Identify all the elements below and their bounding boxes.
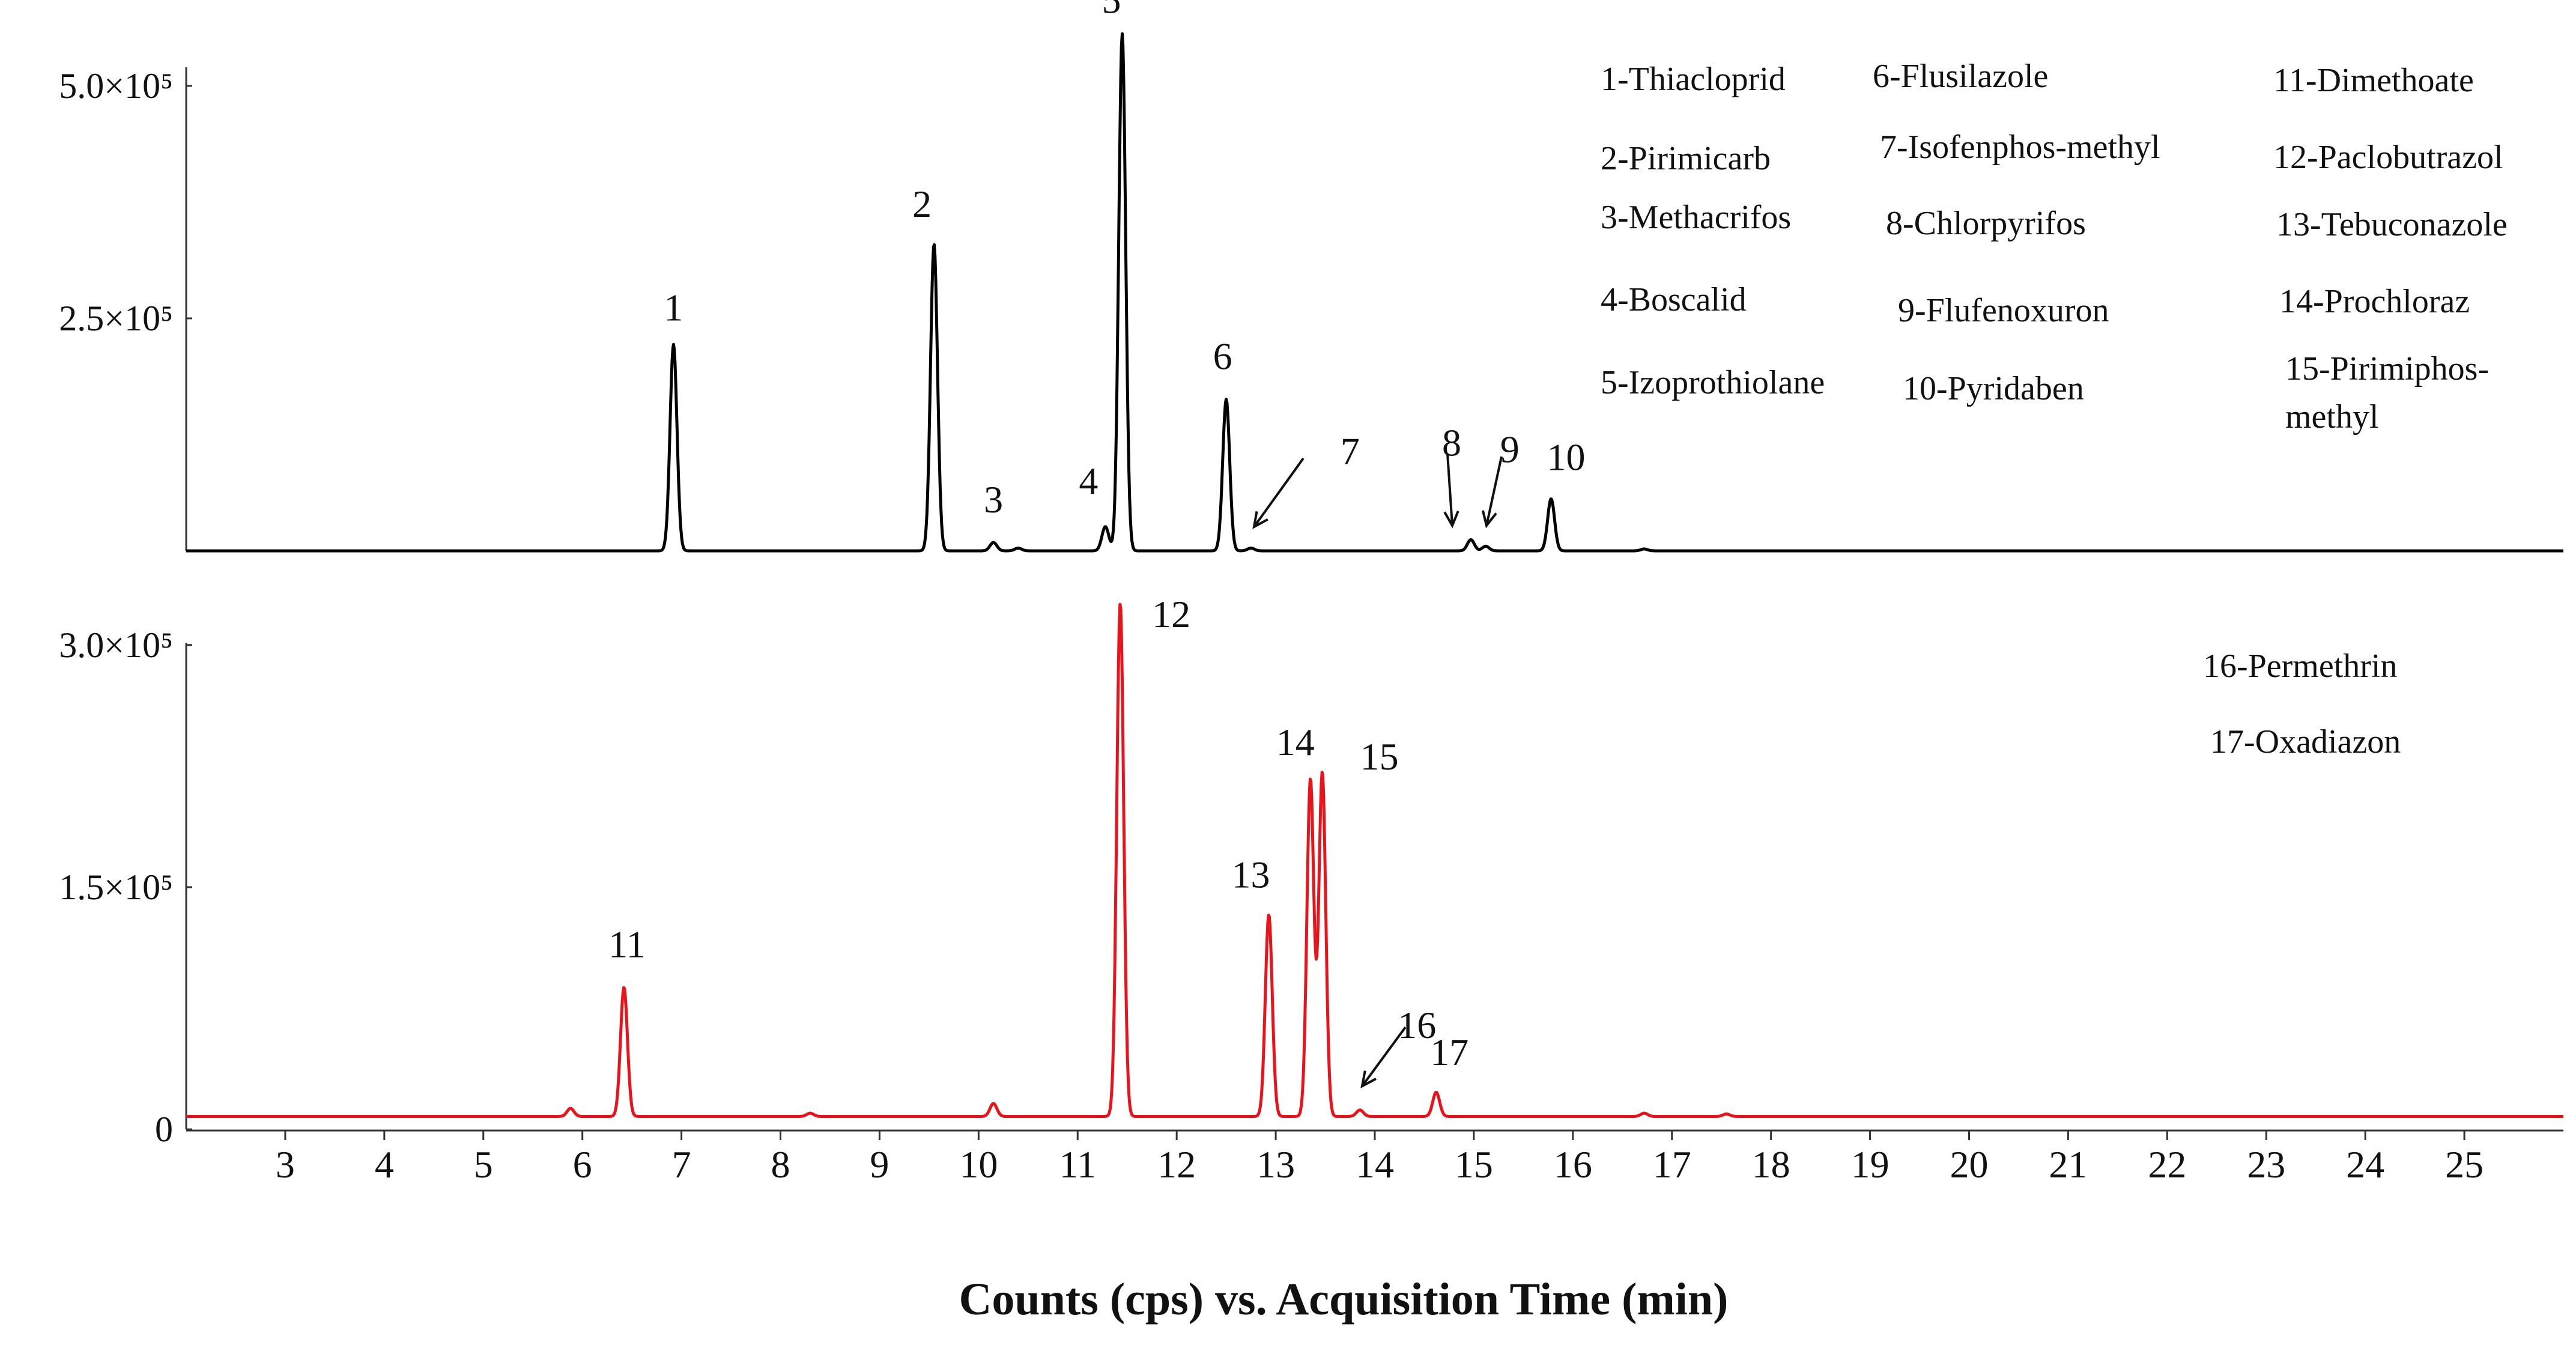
peak-label-16: 16 — [1398, 1004, 1436, 1046]
peak-label-8: 8 — [1442, 421, 1461, 464]
legend-entry: 13-Tebuconazole — [2276, 206, 2508, 243]
peak-label-5: 5 — [1102, 0, 1121, 21]
x-tick-label: 22 — [2148, 1143, 2186, 1186]
x-tick-label: 6 — [573, 1143, 592, 1186]
x-tick-label: 13 — [1256, 1143, 1295, 1186]
x-tick-label: 25 — [2445, 1143, 2484, 1186]
legend-entry: 12-Paclobutrazol — [2273, 139, 2503, 176]
top-panel: 2.5×10⁵ 5.0×10⁵ 1 2 3 4 5 6 7 89 10 1-Thiacloprid 2-… — [59, 0, 2565, 553]
legend-entry: 5-Izoprothiolane — [1601, 364, 1825, 401]
peak-arrowhead-9 — [1481, 510, 1497, 529]
peak-arrowhead-8 — [1443, 511, 1459, 529]
legend-entry: 4-Boscalid — [1601, 281, 1747, 318]
x-tick-label: 23 — [2247, 1143, 2285, 1186]
peak-label-6: 6 — [1213, 335, 1232, 378]
x-tick-label: 16 — [1554, 1143, 1592, 1186]
legend-entry: 16-Permethrin — [2203, 648, 2397, 685]
x-tick-label: 11 — [1059, 1143, 1096, 1186]
x-tick-label: 20 — [1950, 1143, 1989, 1186]
peak-arrow-16 — [1361, 1026, 1407, 1087]
peak-label-7: 7 — [1341, 430, 1360, 472]
peak-arrowhead-7 — [1252, 511, 1268, 529]
peak-label-15: 15 — [1360, 735, 1399, 778]
peak-label-14: 14 — [1276, 721, 1315, 764]
x-tick-label: 14 — [1356, 1143, 1394, 1186]
peak-label-17: 17 — [1430, 1031, 1468, 1073]
peak-arrow-9 — [1485, 456, 1503, 526]
x-tick-label: 7 — [672, 1143, 691, 1186]
x-tick-label: 18 — [1752, 1143, 1790, 1186]
peak-label-3: 3 — [984, 478, 1003, 521]
peak-label-12: 12 — [1152, 593, 1190, 636]
legend-entry: 3-Methacrifos — [1601, 199, 1791, 236]
top-trace-line — [185, 32, 2565, 553]
bottom-y-tick-label: 1.5×10⁵ — [59, 867, 173, 907]
bottom-trace-line — [185, 603, 2565, 1118]
x-tick-label: 10 — [959, 1143, 998, 1186]
x-tick-label: 4 — [375, 1143, 394, 1186]
legend-entry: 9-Flufenoxuron — [1898, 292, 2109, 329]
x-tick-label: 12 — [1157, 1143, 1196, 1186]
x-tick-label: 8 — [771, 1143, 790, 1186]
top-y-tick-label: 2.5×10⁵ — [59, 299, 173, 338]
legend-entry: 1-Thiacloprid — [1601, 61, 1786, 98]
peak-label-9: 9 — [1500, 428, 1520, 470]
legend-entry: 7-Isofenphos-methyl — [1880, 129, 2160, 166]
top-y-tick-label: 5.0×10⁵ — [59, 66, 173, 106]
peak-arrow-7 — [1253, 457, 1305, 528]
peak-label-1: 1 — [664, 286, 683, 329]
peak-label-11: 11 — [608, 923, 646, 966]
peak-label-4: 4 — [1079, 460, 1098, 502]
legend-entry: 2-Pirimicarb — [1601, 140, 1771, 177]
x-tick-label: 15 — [1455, 1143, 1493, 1186]
x-tick-label: 21 — [2049, 1143, 2087, 1186]
peak-label-13: 13 — [1232, 854, 1270, 896]
x-tick-label: 19 — [1851, 1143, 1890, 1186]
legend-entry: 10-Pyridaben — [1903, 370, 2084, 407]
legend-entry: 14-Prochloraz — [2279, 283, 2470, 320]
bottom-y-tick-label: 3.0×10⁵ — [59, 625, 173, 665]
legend-entry: 8-Chlorpyrifos — [1886, 205, 2086, 242]
legend-entry: 15-Pirimiphos- — [2285, 350, 2489, 387]
legend-entry: methyl — [2285, 398, 2379, 436]
bottom-y-tick-label: 0 — [155, 1110, 173, 1149]
legend-entry: 17-Oxadiazon — [2210, 723, 2401, 761]
x-tick-label: 5 — [474, 1143, 493, 1186]
x-axis-title: Counts (cps) vs. Acquisition Time (min) — [959, 1274, 1729, 1325]
x-tick-label: 24 — [2346, 1143, 2384, 1186]
peak-label-2: 2 — [912, 183, 932, 225]
peak-arrowhead-16 — [1360, 1070, 1377, 1088]
legend-entry: 11-Dimethoate — [2273, 62, 2474, 99]
x-tick-label: 17 — [1653, 1143, 1691, 1186]
legend-entry: 6-Flusilazole — [1873, 58, 2048, 95]
x-tick-label: 3 — [276, 1143, 295, 1186]
peak-arrow-8 — [1446, 453, 1453, 526]
x-tick-label: 9 — [870, 1143, 889, 1186]
peak-label-10: 10 — [1547, 436, 1586, 478]
